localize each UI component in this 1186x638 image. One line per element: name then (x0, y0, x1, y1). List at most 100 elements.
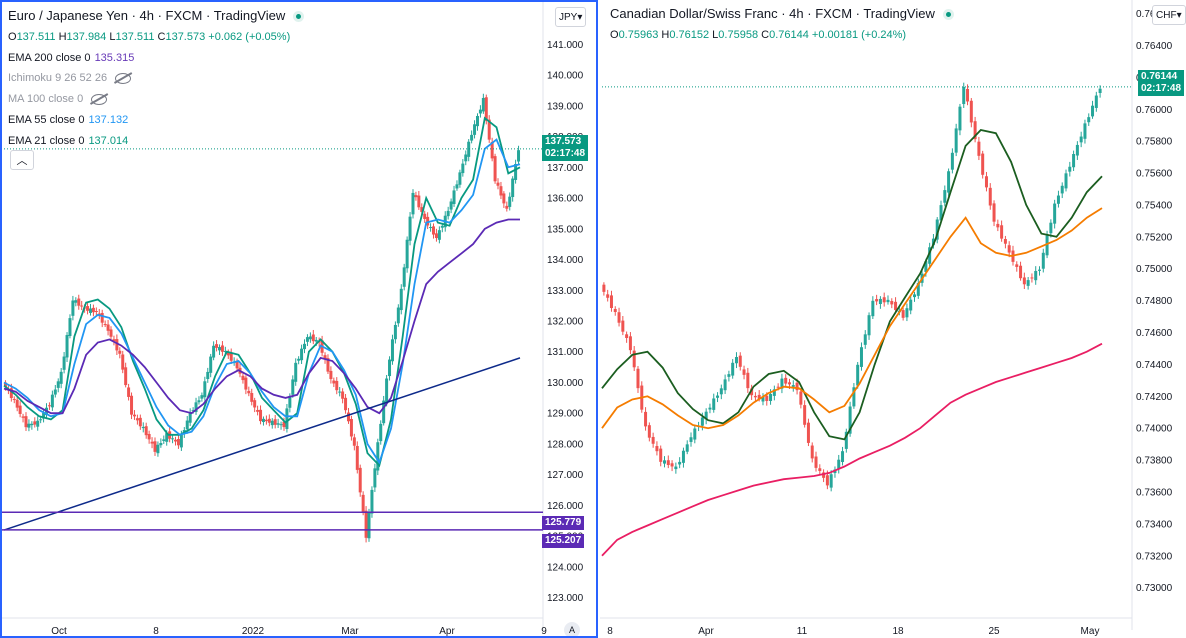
candle-body (212, 345, 216, 358)
x-tick-label: Oct (51, 626, 67, 636)
cadchf-plot[interactable]: 0.766000.764000.762000.760000.758000.756… (600, 0, 1186, 638)
market-status-icon[interactable] (293, 10, 305, 22)
candle-body (795, 382, 799, 391)
candle-body (74, 300, 78, 303)
candle-body (220, 345, 224, 352)
indicator-ema55[interactable]: EMA 55 close 0 137.132 (8, 113, 129, 126)
candle-body (109, 329, 113, 337)
candle-body (191, 410, 195, 412)
candle-body (176, 439, 180, 446)
candle-body (364, 510, 368, 538)
candle-body (426, 216, 430, 226)
legend-collapse-button[interactable]: ︿ (10, 150, 34, 170)
candle-body (954, 128, 958, 153)
candle-body (799, 391, 803, 405)
candle-body (632, 350, 636, 368)
candle-body (370, 489, 374, 514)
candle-body (349, 418, 353, 437)
candle-body (259, 409, 263, 422)
candle-body (194, 402, 198, 412)
candle-body (818, 468, 822, 471)
candle-body (420, 207, 424, 212)
currency-selector[interactable]: JPY ▾ (555, 7, 587, 27)
candle-body (56, 381, 60, 388)
candle-body (636, 368, 640, 389)
candle-body (115, 339, 119, 351)
cadchf-chart-pane[interactable]: 0.766000.764000.762000.760000.758000.756… (600, 0, 1186, 638)
candle-body (644, 411, 648, 427)
candle-body (1087, 117, 1091, 123)
y-tick-label: 0.74400 (1136, 360, 1173, 371)
indicator-ma100[interactable]: MA 100 close 0 (8, 89, 304, 110)
candle-body (294, 362, 298, 382)
candle-body (943, 190, 947, 203)
candle-body (241, 375, 245, 381)
candle-body (689, 437, 693, 442)
candle-body (628, 336, 632, 351)
candle-body (1015, 264, 1019, 267)
candle-body (388, 359, 392, 377)
y-tick-label: 130.000 (547, 378, 584, 389)
indicator-ema200[interactable]: EMA 200 close 0 135.315 (8, 51, 135, 64)
hidden-eye-icon[interactable] (91, 94, 108, 106)
candle-body (446, 210, 450, 217)
eurjpy-chart-pane[interactable]: 141.000140.000139.000138.000137.000136.0… (0, 0, 598, 638)
candle-body (455, 184, 459, 189)
y-tick-label: 0.73400 (1136, 519, 1173, 530)
y-tick-label: 128.000 (547, 439, 584, 450)
candle-body (882, 297, 886, 303)
candle-body (1060, 185, 1064, 194)
y-tick-label: 0.75200 (1136, 232, 1173, 243)
y-tick-label: 131.000 (547, 347, 584, 358)
candle-body (776, 386, 780, 388)
candle-body (966, 88, 970, 102)
candle-body (385, 378, 389, 403)
candle-body (33, 421, 37, 425)
y-tick-label: 0.73800 (1136, 456, 1173, 467)
x-tick-label: Mar (341, 626, 359, 636)
candle-body (390, 339, 394, 362)
candle-body (780, 378, 784, 389)
x-tick-label: Apr (698, 626, 714, 637)
candle-body (1053, 203, 1057, 224)
candle-body (621, 320, 625, 332)
candle-body (863, 334, 867, 345)
candle-body (700, 417, 704, 426)
candle-body (112, 339, 116, 342)
y-tick-label: 134.000 (547, 255, 584, 266)
candle-body (338, 391, 342, 393)
candle-body (414, 195, 418, 198)
candle-body (928, 247, 932, 264)
candle-body (65, 335, 69, 358)
indicator-ichimoku[interactable]: Ichimoku 9 26 52 26 (8, 68, 304, 89)
candle-body (62, 356, 66, 370)
indicator-ema21[interactable]: EMA 21 close 0 137.014 (8, 134, 129, 147)
candle-body (1098, 88, 1102, 93)
candle-body (784, 377, 788, 384)
series-line-orange (601, 207, 1103, 430)
market-status-icon[interactable] (942, 8, 954, 20)
candle-body (174, 439, 178, 442)
candle-body (606, 294, 610, 298)
x-tick-label: 25 (988, 626, 1000, 637)
candle-body (150, 441, 154, 444)
y-tick-label: 126.000 (547, 501, 584, 512)
candle-body (141, 426, 145, 429)
candle-body (1056, 195, 1060, 204)
candle-body (185, 420, 189, 430)
candle-body (493, 156, 497, 182)
candle-body (651, 436, 655, 444)
candle-body (803, 405, 807, 425)
y-tick-label: 0.75600 (1136, 169, 1173, 180)
y-tick-label: 132.000 (547, 317, 584, 328)
y-tick-label: 0.73000 (1136, 583, 1173, 594)
hidden-eye-icon[interactable] (115, 73, 132, 85)
candle-body (94, 311, 98, 313)
candle-body (449, 201, 453, 210)
y-tick-label: 0.74200 (1136, 392, 1173, 403)
candle-body (1000, 225, 1004, 239)
currency-selector[interactable]: CHF ▾ (1152, 5, 1186, 25)
candle-body (475, 115, 479, 127)
candle-body (332, 380, 336, 384)
auto-scale-button[interactable]: A (564, 622, 580, 636)
